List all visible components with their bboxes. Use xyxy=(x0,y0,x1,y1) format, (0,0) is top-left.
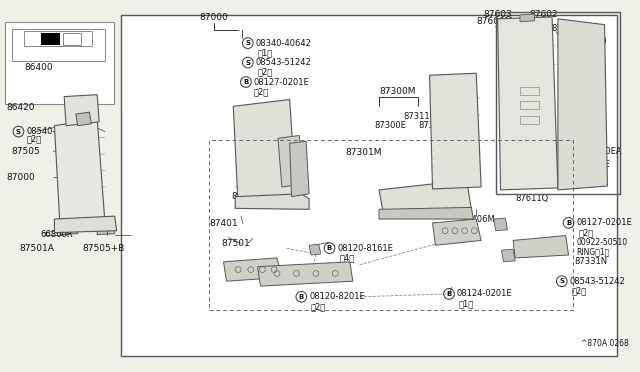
Polygon shape xyxy=(233,99,296,206)
Polygon shape xyxy=(236,194,309,209)
Text: 87502: 87502 xyxy=(260,270,287,279)
Text: 97406M: 97406M xyxy=(461,215,495,224)
Text: 66860R: 66860R xyxy=(41,230,74,239)
Text: （2）: （2） xyxy=(253,87,269,96)
Text: S: S xyxy=(245,60,250,65)
Polygon shape xyxy=(493,218,508,231)
Text: B: B xyxy=(299,294,304,300)
Bar xyxy=(5,22,114,105)
Polygon shape xyxy=(498,17,558,190)
Polygon shape xyxy=(76,112,92,126)
Text: （1）: （1） xyxy=(459,299,474,308)
Text: （2）: （2） xyxy=(26,135,42,144)
Text: 87311Q: 87311Q xyxy=(403,112,436,121)
Text: 08340-40642: 08340-40642 xyxy=(255,39,312,48)
Text: 08543-51242: 08543-51242 xyxy=(255,58,312,67)
Text: 87300E: 87300E xyxy=(374,121,406,130)
Text: S: S xyxy=(245,40,250,46)
Text: ^870A 0268: ^870A 0268 xyxy=(581,339,629,348)
Text: B: B xyxy=(243,79,248,85)
Bar xyxy=(209,140,573,310)
Polygon shape xyxy=(290,141,309,197)
Text: 08543-51242: 08543-51242 xyxy=(570,277,625,286)
Polygon shape xyxy=(433,219,481,245)
Text: （2）: （2） xyxy=(311,302,326,311)
Text: 08120-8201E: 08120-8201E xyxy=(309,292,365,301)
Text: 97405M: 97405M xyxy=(251,163,284,172)
Polygon shape xyxy=(502,249,515,262)
Text: 87532: 87532 xyxy=(227,270,253,279)
Text: 87501A: 87501A xyxy=(19,244,54,253)
Text: RING（1）: RING（1） xyxy=(577,248,610,257)
Polygon shape xyxy=(12,29,105,61)
Polygon shape xyxy=(64,94,99,126)
Text: 87601M: 87601M xyxy=(551,24,585,33)
Polygon shape xyxy=(429,73,481,189)
Bar xyxy=(41,33,60,45)
Text: （4）: （4） xyxy=(339,253,355,262)
Polygon shape xyxy=(60,228,77,235)
Text: 08124-0201E: 08124-0201E xyxy=(457,289,513,298)
Bar xyxy=(496,12,620,194)
Polygon shape xyxy=(97,228,115,235)
Text: （2）: （2） xyxy=(572,286,587,295)
Text: 87320N: 87320N xyxy=(418,121,451,130)
Text: 87640: 87640 xyxy=(579,37,607,46)
Text: 87419: 87419 xyxy=(231,192,260,201)
Bar xyxy=(63,33,81,45)
Text: 87505+B: 87505+B xyxy=(83,244,125,253)
Polygon shape xyxy=(520,14,534,22)
Polygon shape xyxy=(54,119,105,231)
Text: B: B xyxy=(447,291,452,297)
Text: 87300EA: 87300EA xyxy=(584,147,621,155)
Text: 87505: 87505 xyxy=(12,147,40,155)
Text: 08127-0201E: 08127-0201E xyxy=(253,77,309,87)
Text: （2）: （2） xyxy=(579,228,593,237)
Polygon shape xyxy=(278,135,303,187)
Text: 87330: 87330 xyxy=(255,150,284,159)
Text: 87401: 87401 xyxy=(209,219,237,228)
Text: 08540-51212: 08540-51212 xyxy=(26,127,82,136)
Text: 87331N: 87331N xyxy=(575,257,607,266)
Text: （2）: （2） xyxy=(257,68,273,77)
Polygon shape xyxy=(54,216,116,232)
Text: S: S xyxy=(559,278,564,284)
Polygon shape xyxy=(513,235,568,258)
Polygon shape xyxy=(223,258,282,281)
Text: 87300E: 87300E xyxy=(579,160,610,169)
Text: 87501: 87501 xyxy=(221,239,250,248)
Text: 00922-50510: 00922-50510 xyxy=(577,238,627,247)
Text: 87611Q: 87611Q xyxy=(515,194,548,203)
Polygon shape xyxy=(24,32,92,46)
Text: 86420: 86420 xyxy=(7,103,35,112)
Text: 87603: 87603 xyxy=(483,10,512,19)
Text: 87300M: 87300M xyxy=(379,87,415,96)
Polygon shape xyxy=(257,262,353,286)
Polygon shape xyxy=(558,19,607,190)
Bar xyxy=(122,15,617,356)
Text: 87602: 87602 xyxy=(530,10,558,19)
Text: 87620P: 87620P xyxy=(515,183,547,192)
Polygon shape xyxy=(309,244,321,255)
Text: 08120-8161E: 08120-8161E xyxy=(337,244,393,253)
Polygon shape xyxy=(379,180,472,216)
Text: 87600M: 87600M xyxy=(476,17,513,26)
Text: 86400: 86400 xyxy=(24,63,53,72)
Polygon shape xyxy=(379,207,474,219)
Text: 87000: 87000 xyxy=(7,173,36,182)
Text: 87000: 87000 xyxy=(199,13,228,22)
Text: S: S xyxy=(16,129,21,135)
Text: B: B xyxy=(566,220,572,226)
Text: 87402: 87402 xyxy=(437,236,466,245)
Text: （1）: （1） xyxy=(257,48,273,57)
Text: 08127-0201E: 08127-0201E xyxy=(577,218,632,227)
Text: B: B xyxy=(327,245,332,251)
Text: 87301M: 87301M xyxy=(345,148,381,157)
